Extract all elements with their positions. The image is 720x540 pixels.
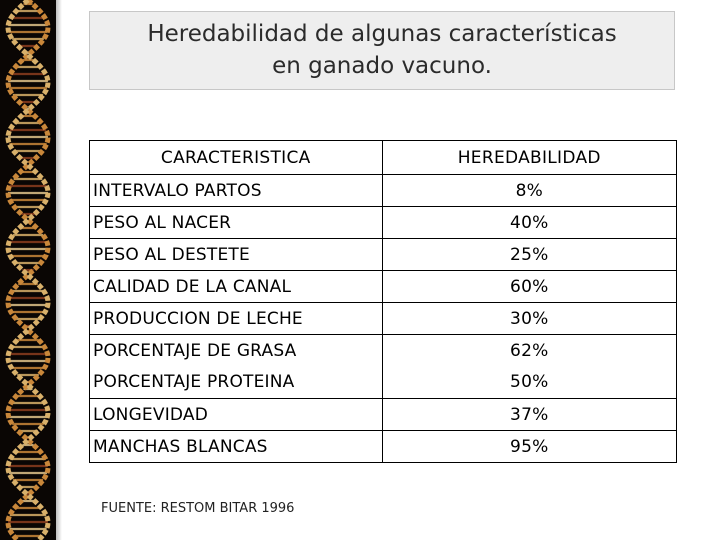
dna-strand — [5, 0, 51, 540]
heritability-cell: 60% — [381, 270, 677, 303]
dna-helix-image — [0, 0, 56, 540]
heritability-cell: 40% — [381, 206, 677, 239]
table-row: PORCENTAJE DE GRASA 62% — [89, 334, 677, 367]
table-header-row: CARACTERISTICA HEREDABILIDAD — [89, 140, 677, 175]
characteristic-cell: PORCENTAJE DE GRASA — [89, 334, 383, 367]
characteristic-cell: PRODUCCION DE LECHE — [89, 302, 383, 335]
heritability-cell: 37% — [381, 398, 677, 431]
table-row: MANCHAS BLANCAS 95% — [89, 430, 677, 463]
heritability-cell: 50% — [381, 366, 677, 399]
characteristic-cell: PORCENTAJE PROTEINA — [89, 366, 383, 399]
heritability-table: CARACTERISTICA HEREDABILIDAD INTERVALO P… — [89, 140, 677, 463]
heritability-cell: 25% — [381, 238, 677, 271]
heritability-cell: 8% — [381, 174, 677, 207]
table-row: PESO AL DESTETE 25% — [89, 238, 677, 271]
table-row: PRODUCCION DE LECHE 30% — [89, 302, 677, 335]
slide-title-line-1: Heredabilidad de algunas características — [147, 21, 617, 48]
characteristic-cell: PESO AL NACER — [89, 206, 383, 239]
header-characteristic: CARACTERISTICA — [89, 140, 383, 175]
heritability-cell: 30% — [381, 302, 677, 335]
table-row: PESO AL NACER 40% — [89, 206, 677, 239]
table-row: CALIDAD DE LA CANAL 60% — [89, 270, 677, 303]
header-heritability: HEREDABILIDAD — [381, 140, 677, 175]
characteristic-cell: MANCHAS BLANCAS — [89, 430, 383, 463]
table-row: LONGEVIDAD 37% — [89, 398, 677, 431]
slide-title: Heredabilidad de algunas características… — [89, 11, 675, 90]
characteristic-cell: PESO AL DESTETE — [89, 238, 383, 271]
heritability-cell: 95% — [381, 430, 677, 463]
dna-strand — [5, 0, 51, 540]
strip-shadow — [56, 0, 62, 540]
table-row: INTERVALO PARTOS 8% — [89, 174, 677, 207]
table-row: PORCENTAJE PROTEINA 50% — [89, 366, 677, 399]
source-citation: FUENTE: RESTOM BITAR 1996 — [101, 501, 295, 516]
characteristic-cell: INTERVALO PARTOS — [89, 174, 383, 207]
heritability-cell: 62% — [381, 334, 677, 367]
slide-title-line-2: en ganado vacuno. — [272, 52, 492, 79]
characteristic-cell: LONGEVIDAD — [89, 398, 383, 431]
characteristic-cell: CALIDAD DE LA CANAL — [89, 270, 383, 303]
